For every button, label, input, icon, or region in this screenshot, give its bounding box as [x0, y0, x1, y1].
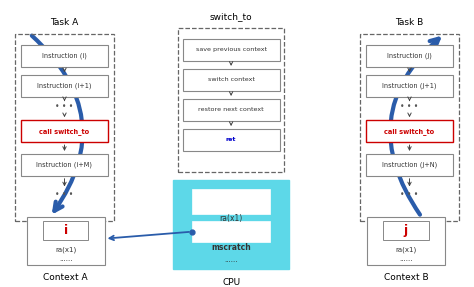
Bar	[366, 120, 453, 142]
Bar	[182, 99, 280, 121]
FancyArrowPatch shape	[390, 39, 438, 215]
Text: i: i	[64, 224, 68, 237]
Bar	[182, 129, 280, 151]
Text: Instruction (j+1): Instruction (j+1)	[382, 83, 437, 90]
Text: • • •: • • •	[55, 102, 73, 111]
Text: restore next context: restore next context	[198, 107, 264, 113]
Text: ra(x1): ra(x1)	[395, 246, 417, 253]
Bar	[366, 154, 453, 176]
Text: Instruction (j+N): Instruction (j+N)	[382, 162, 437, 168]
Text: ......: ......	[59, 256, 73, 262]
Bar	[366, 45, 453, 67]
Text: call switch_to: call switch_to	[39, 128, 90, 135]
Text: ra(x1): ra(x1)	[219, 214, 243, 223]
Text: mscratch: mscratch	[211, 243, 251, 252]
Bar	[367, 217, 445, 265]
Text: Instruction (i+1): Instruction (i+1)	[37, 83, 92, 90]
Text: Context B: Context B	[383, 274, 428, 282]
Text: CPU: CPU	[222, 278, 240, 287]
Bar	[182, 39, 280, 61]
Bar	[191, 189, 271, 214]
Text: switch context: switch context	[208, 77, 255, 82]
Text: Instruction (i+M): Instruction (i+M)	[36, 162, 92, 168]
Text: Task B: Task B	[395, 18, 424, 27]
Text: • • •: • • •	[401, 102, 419, 111]
Text: switch_to: switch_to	[210, 12, 252, 21]
Text: Instruction (j): Instruction (j)	[387, 53, 432, 59]
Text: j: j	[404, 224, 408, 237]
Bar	[27, 217, 105, 265]
FancyArrowPatch shape	[32, 36, 82, 211]
Bar	[21, 120, 108, 142]
Text: • • •: • • •	[401, 190, 419, 199]
Bar	[366, 75, 453, 97]
Text: Context A: Context A	[43, 274, 88, 282]
Bar	[21, 45, 108, 67]
Bar	[21, 75, 108, 97]
Bar	[383, 221, 428, 240]
Text: ret: ret	[226, 137, 237, 142]
Bar	[178, 28, 284, 172]
Text: ra(x1): ra(x1)	[55, 246, 76, 253]
Bar	[182, 69, 280, 91]
Text: ......: ......	[224, 257, 238, 263]
Text: save previous context: save previous context	[196, 47, 266, 52]
Bar	[191, 221, 271, 243]
Bar	[360, 34, 459, 221]
Text: ......: ......	[399, 256, 413, 262]
Text: call switch_to: call switch_to	[384, 128, 435, 135]
Bar	[15, 34, 114, 221]
Text: Instruction (i): Instruction (i)	[42, 53, 87, 59]
Bar	[43, 221, 88, 240]
Text: • • •: • • •	[55, 190, 73, 199]
Bar	[21, 154, 108, 176]
Text: Task A: Task A	[50, 18, 79, 27]
Bar	[173, 180, 289, 269]
